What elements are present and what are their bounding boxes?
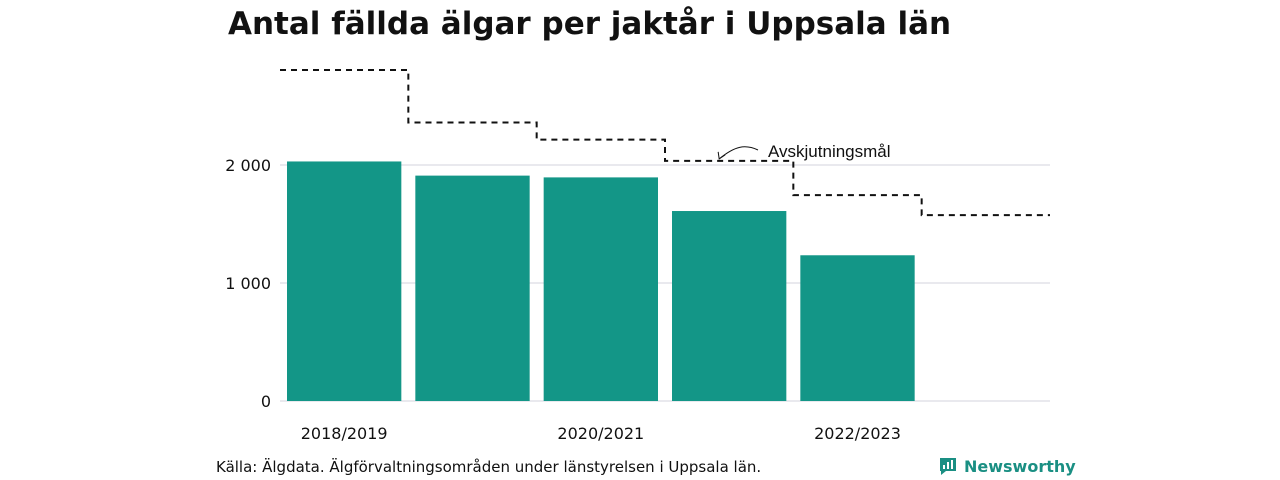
y-tick-label: 0 bbox=[261, 392, 271, 411]
annotation-arrow bbox=[718, 146, 759, 160]
bar bbox=[800, 255, 915, 401]
chart-title: Antal fällda älgar per jaktår i Uppsala … bbox=[228, 6, 952, 42]
target-line bbox=[280, 69, 1050, 217]
target-step-line bbox=[280, 69, 1050, 217]
x-tick-label: 2020/2021 bbox=[557, 424, 644, 443]
x-axis-ticks: 2018/2019 2020/2021 2022/2023 bbox=[301, 424, 901, 443]
newsworthy-logo-icon bbox=[940, 458, 956, 475]
x-tick-label: 2018/2019 bbox=[301, 424, 388, 443]
y-tick-label: 2 000 bbox=[225, 156, 271, 175]
newsworthy-logo[interactable]: Newsworthy bbox=[938, 456, 1076, 476]
bar bbox=[287, 161, 402, 401]
annotation-arrowhead bbox=[717, 151, 726, 160]
bars bbox=[287, 161, 915, 401]
y-tick-label: 1 000 bbox=[225, 274, 271, 293]
bar bbox=[543, 177, 658, 401]
annotation: Avskjutningsmål bbox=[717, 142, 891, 161]
gridlines bbox=[280, 164, 1050, 402]
x-tick-label: 2022/2023 bbox=[814, 424, 901, 443]
y-axis-ticks: 0 1 000 2 000 bbox=[225, 156, 271, 411]
bar bbox=[672, 211, 787, 401]
annotation-label: Avskjutningsmål bbox=[768, 142, 891, 161]
brand-name: Newsworthy bbox=[964, 456, 1076, 476]
source-note: Källa: Älgdata. Älgförvaltningsområden u… bbox=[216, 458, 762, 476]
bar bbox=[415, 175, 530, 401]
